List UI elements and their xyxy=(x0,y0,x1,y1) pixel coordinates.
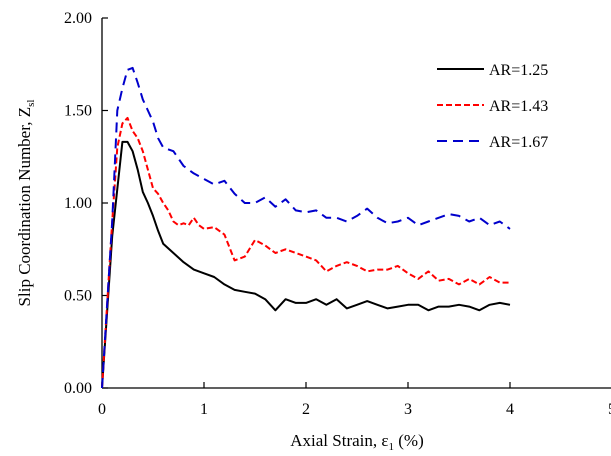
legend-label-2: AR=1.43 xyxy=(489,98,548,115)
series-line-2 xyxy=(101,116,510,389)
legend-label-1: AR=1.25 xyxy=(489,62,548,79)
y-axis-ticks: 0.00 0.50 1.00 1.50 2.00 xyxy=(64,10,108,397)
x-axis-title-subscript: 1 xyxy=(389,441,395,453)
y-tick-label: 1.50 xyxy=(64,103,92,120)
x-tick-label: 4 xyxy=(506,401,514,418)
x-axis-title-main: Axial Strain, ε xyxy=(290,431,388,450)
y-axis-title: Slip Coordination Number, Zsl xyxy=(15,100,37,307)
x-tick-label: 2 xyxy=(302,401,310,418)
y-axis-title-subscript: sl xyxy=(25,100,37,107)
x-tick-label: 0 xyxy=(98,401,106,418)
legend-label-3: AR=1.67 xyxy=(489,134,548,151)
legend: AR=1.25 AR=1.43 AR=1.67 xyxy=(437,62,548,151)
x-axis-title: Axial Strain, ε1 (%) xyxy=(290,431,424,453)
series-line-1 xyxy=(101,140,511,389)
series-group xyxy=(101,66,511,389)
y-axis-title-main: Slip Coordination Number, Z xyxy=(15,107,34,307)
x-axis-title-tail: (%) xyxy=(394,431,424,450)
x-tick-label: 1 xyxy=(200,401,208,418)
x-tick-label: 3 xyxy=(404,401,412,418)
y-tick-label: 1.00 xyxy=(64,195,92,212)
series-line-3 xyxy=(101,66,511,389)
y-tick-label: 2.00 xyxy=(64,10,92,27)
y-tick-label: 0.50 xyxy=(64,288,92,305)
y-tick-label: 0.00 xyxy=(64,380,92,397)
x-axis-ticks: 0 1 2 3 4 5 xyxy=(98,382,611,418)
x-tick-label: 5 xyxy=(608,401,611,418)
